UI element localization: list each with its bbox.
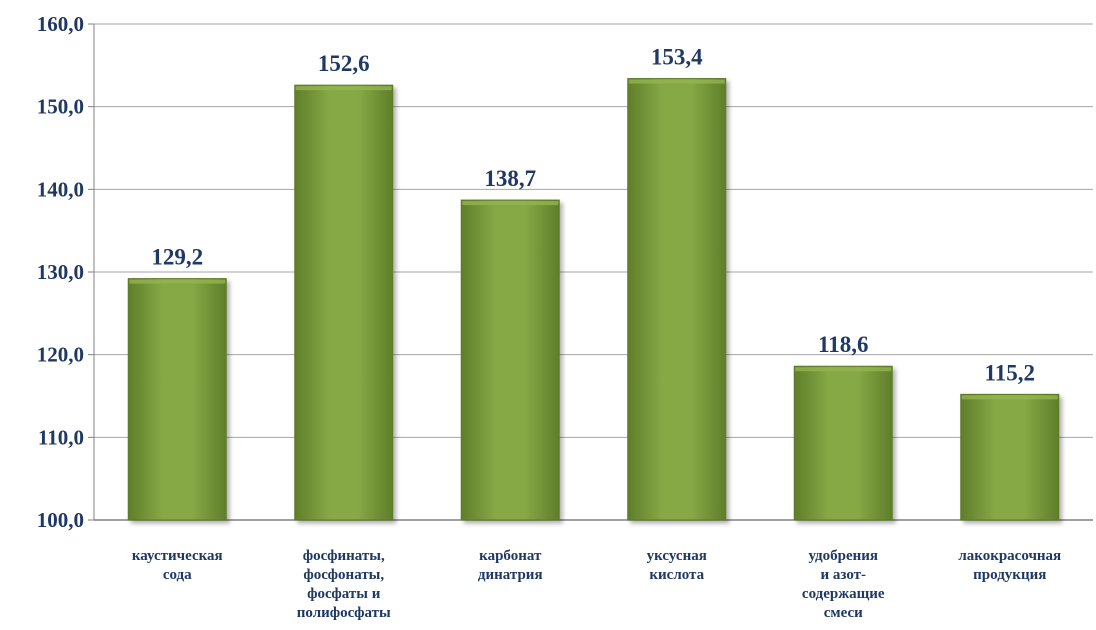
- bar-highlight: [295, 86, 392, 91]
- bar: [627, 78, 727, 521]
- x-tick-label: карбонат динатрия: [478, 548, 543, 583]
- bar-highlight: [961, 395, 1058, 400]
- x-tick-label-line: продукция: [973, 567, 1046, 583]
- x-tick-label-line: смеси: [824, 605, 863, 621]
- x-tick-label-line: кислота: [649, 567, 704, 583]
- axes: [88, 23, 1093, 521]
- x-tick-label-line: содержащие: [802, 586, 885, 602]
- data-label: 115,2: [985, 360, 1035, 385]
- y-tick-label: 140,0: [37, 177, 84, 201]
- x-tick-label-line: сода: [163, 567, 192, 583]
- gridlines: [94, 23, 1093, 521]
- bars: [127, 78, 1060, 521]
- x-tick-label-line: фосфонаты,: [303, 567, 384, 583]
- data-label: 153,4: [651, 45, 703, 70]
- y-tick-label: 160,0: [37, 12, 84, 36]
- y-tick-label: 150,0: [37, 95, 84, 119]
- bar: [960, 393, 1060, 521]
- y-tick-label: 130,0: [37, 260, 84, 284]
- bar: [294, 84, 394, 521]
- data-label: 138,7: [484, 166, 536, 191]
- x-tick-label-line: карбонат: [479, 548, 542, 564]
- y-tick-label: 100,0: [37, 508, 84, 532]
- y-tick-label: 120,0: [37, 343, 84, 367]
- data-label: 152,6: [318, 51, 370, 76]
- data-label: 129,2: [151, 245, 203, 270]
- bar-highlight: [129, 279, 226, 284]
- bar-highlight: [628, 79, 725, 84]
- x-tick-label-line: фосфаты и: [307, 586, 381, 602]
- x-tick-label-line: уксусная: [647, 548, 707, 564]
- x-tick-label-line: полифосфаты: [297, 605, 391, 621]
- x-tick-label: уксусная кислота: [647, 548, 707, 583]
- x-tick-label-line: динатрия: [478, 567, 543, 583]
- bar-highlight: [462, 201, 559, 206]
- y-tick-label: 110,0: [38, 425, 84, 449]
- bar: [460, 199, 560, 521]
- x-tick-label: каустическая сода: [132, 548, 223, 583]
- x-tick-label-line: и азот-: [821, 567, 867, 583]
- x-tick-label-line: удобрения: [808, 548, 878, 564]
- x-tick-label-line: лакокрасочная: [958, 548, 1061, 564]
- data-label: 118,6: [818, 332, 868, 357]
- x-tick-label: фосфинаты, фосфонаты, фосфаты и полифосфаты: [297, 548, 391, 621]
- x-tick-label: удобрения и азот-содержащие смеси: [802, 548, 885, 621]
- x-tick-label-line: каустическая: [132, 548, 223, 564]
- labels: 100,0 110,0 120,0 130,0 140,0 150,0 160,0 129,2…: [37, 12, 1061, 621]
- bar: [793, 365, 893, 521]
- bar: [127, 278, 227, 521]
- x-tick-label-line: фосфинаты,: [303, 548, 385, 564]
- bar-highlight: [795, 367, 892, 372]
- x-tick-label: лакокрасочная продукция: [958, 548, 1061, 583]
